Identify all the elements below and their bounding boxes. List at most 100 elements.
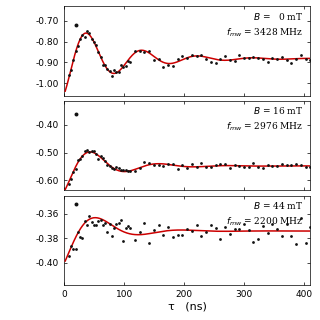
Point xyxy=(98,218,103,223)
Point xyxy=(251,55,256,60)
Point xyxy=(227,57,232,62)
Point xyxy=(132,168,138,173)
Point xyxy=(147,161,152,166)
Point xyxy=(170,162,175,167)
Point xyxy=(284,222,289,227)
Point xyxy=(114,70,119,75)
Point xyxy=(260,224,266,229)
Point xyxy=(89,219,94,224)
Point xyxy=(275,227,280,232)
Point xyxy=(165,62,171,68)
Point xyxy=(185,226,190,231)
Point xyxy=(121,239,126,244)
Point xyxy=(75,44,80,49)
Point xyxy=(227,232,232,237)
Point xyxy=(303,57,308,62)
Point xyxy=(98,55,103,60)
Point xyxy=(100,155,105,160)
Point xyxy=(298,163,303,168)
Point xyxy=(189,162,194,167)
Point xyxy=(121,168,126,173)
Point xyxy=(227,165,232,171)
Point xyxy=(213,163,218,168)
Point xyxy=(100,62,105,67)
Point xyxy=(270,221,275,227)
Point xyxy=(68,244,74,249)
Point xyxy=(91,222,96,227)
Point xyxy=(204,229,209,234)
Point xyxy=(107,68,112,74)
Point xyxy=(137,49,142,54)
Point xyxy=(71,58,76,63)
Point xyxy=(82,35,87,40)
Point xyxy=(208,164,213,169)
Point xyxy=(180,232,185,237)
X-axis label: τ   (ns): τ (ns) xyxy=(168,301,207,311)
Point xyxy=(91,39,96,44)
Point xyxy=(116,69,121,75)
Point xyxy=(147,240,152,245)
Point xyxy=(251,240,256,245)
Point xyxy=(118,167,124,172)
Point xyxy=(121,64,126,69)
Point xyxy=(204,165,209,170)
Point xyxy=(161,64,166,69)
Point xyxy=(242,164,247,169)
Point xyxy=(125,169,130,174)
Point xyxy=(232,163,237,168)
Point xyxy=(112,225,117,230)
Point xyxy=(96,156,101,162)
Point xyxy=(246,165,251,170)
Point xyxy=(185,56,190,61)
Point xyxy=(246,55,251,60)
Point xyxy=(123,64,128,69)
Point xyxy=(194,164,199,169)
Point xyxy=(112,167,117,172)
Point xyxy=(156,223,161,228)
Point xyxy=(116,220,121,225)
Point xyxy=(194,222,199,227)
Point xyxy=(93,43,99,48)
Point xyxy=(84,28,90,34)
Point xyxy=(213,60,218,66)
Point xyxy=(161,163,166,168)
Point xyxy=(232,226,237,231)
Point xyxy=(73,48,78,53)
Point xyxy=(109,74,115,79)
Point xyxy=(80,33,85,38)
Point xyxy=(96,50,101,55)
Point xyxy=(77,235,83,240)
Point xyxy=(84,147,90,152)
Point xyxy=(84,223,90,228)
Point xyxy=(105,67,110,72)
Point xyxy=(308,225,313,230)
Point xyxy=(222,53,228,58)
Point xyxy=(308,164,313,169)
Point xyxy=(237,52,242,57)
Point xyxy=(199,161,204,166)
Point xyxy=(107,163,112,168)
Point xyxy=(279,162,284,167)
Point xyxy=(165,161,171,166)
Point xyxy=(98,154,103,159)
Point xyxy=(112,68,117,73)
Point xyxy=(151,57,156,62)
Point xyxy=(199,234,204,239)
Point xyxy=(237,163,242,168)
Point xyxy=(96,219,101,224)
Point xyxy=(75,157,80,162)
Point xyxy=(175,166,180,171)
Point xyxy=(74,111,79,116)
Point xyxy=(68,176,74,181)
Point xyxy=(265,162,270,167)
Point xyxy=(125,223,130,228)
Point xyxy=(128,225,133,230)
Point xyxy=(180,163,185,168)
Point xyxy=(265,230,270,235)
Point xyxy=(100,222,105,227)
Point xyxy=(218,237,223,242)
Point xyxy=(80,153,85,158)
Point xyxy=(137,230,142,235)
Point xyxy=(275,164,280,169)
Point xyxy=(265,59,270,64)
